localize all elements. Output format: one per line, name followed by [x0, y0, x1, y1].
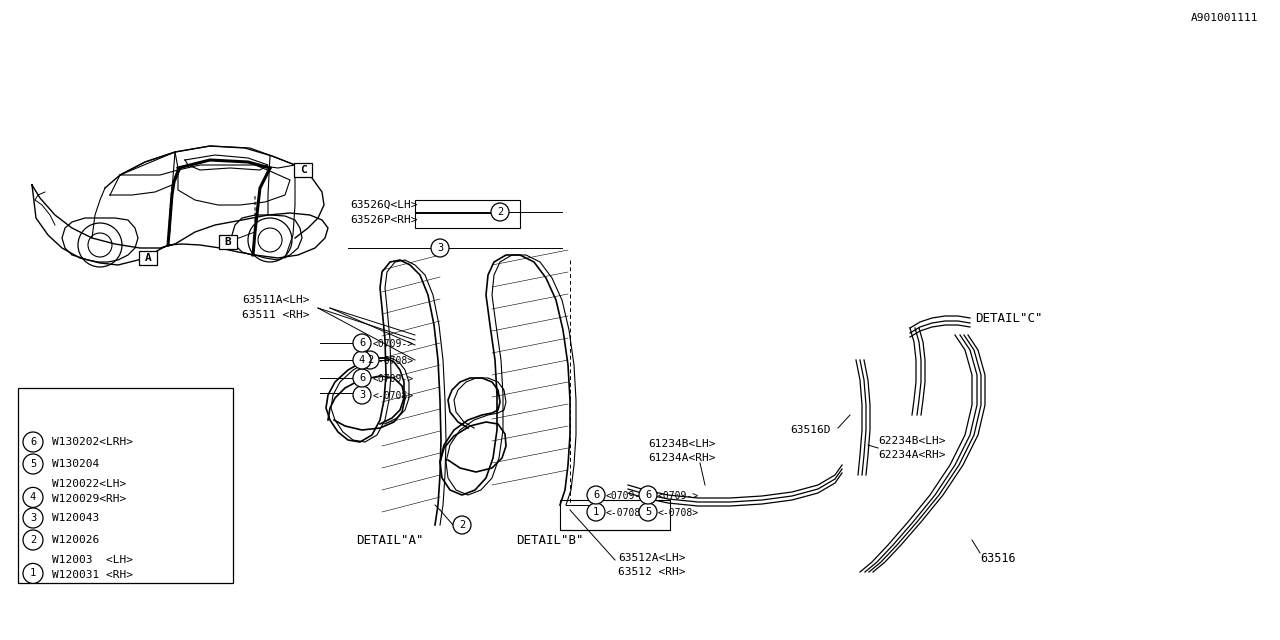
- Text: <-0708>: <-0708>: [372, 391, 415, 401]
- Circle shape: [23, 508, 44, 528]
- Circle shape: [492, 203, 509, 221]
- Text: 63516: 63516: [980, 552, 1015, 564]
- Circle shape: [23, 563, 44, 584]
- Text: 5: 5: [645, 507, 652, 517]
- Text: <-0708>: <-0708>: [372, 356, 415, 366]
- Text: 2: 2: [458, 520, 465, 530]
- Text: 4: 4: [29, 492, 36, 502]
- Text: 2: 2: [29, 535, 36, 545]
- FancyBboxPatch shape: [140, 251, 157, 265]
- Bar: [415, 200, 520, 228]
- Text: 5: 5: [29, 459, 36, 469]
- Circle shape: [353, 334, 371, 352]
- Text: 61234A<RH>: 61234A<RH>: [648, 453, 716, 463]
- Text: 63512A<LH>: 63512A<LH>: [618, 553, 686, 563]
- Text: 63516D: 63516D: [790, 425, 831, 435]
- Text: DETAIL"B": DETAIL"B": [516, 534, 584, 547]
- Circle shape: [353, 351, 371, 369]
- Text: 2: 2: [367, 355, 374, 365]
- Text: 3: 3: [29, 513, 36, 523]
- Text: 6: 6: [645, 490, 652, 500]
- Text: 1: 1: [29, 568, 36, 579]
- Circle shape: [23, 530, 44, 550]
- Text: W120031 <RH>: W120031 <RH>: [52, 570, 133, 580]
- Circle shape: [588, 486, 605, 504]
- Circle shape: [23, 488, 44, 508]
- Text: 3: 3: [358, 390, 365, 400]
- Circle shape: [248, 218, 292, 262]
- Circle shape: [361, 351, 379, 369]
- Text: 2: 2: [497, 207, 503, 217]
- Circle shape: [259, 228, 282, 252]
- Text: DETAIL"C": DETAIL"C": [975, 312, 1042, 324]
- Bar: [561, 500, 669, 530]
- Circle shape: [353, 369, 371, 387]
- Circle shape: [23, 454, 44, 474]
- Text: DETAIL"A": DETAIL"A": [356, 534, 424, 547]
- Text: W130202<LRH>: W130202<LRH>: [52, 437, 133, 447]
- Text: 63511 <RH>: 63511 <RH>: [242, 310, 310, 320]
- Circle shape: [453, 516, 471, 534]
- Text: 62234B<LH>: 62234B<LH>: [878, 436, 946, 446]
- Text: 6: 6: [358, 338, 365, 348]
- Text: 63512 <RH>: 63512 <RH>: [618, 567, 686, 577]
- Text: 1: 1: [593, 507, 599, 517]
- Text: 6: 6: [29, 437, 36, 447]
- Text: 63526Q<LH>: 63526Q<LH>: [349, 200, 417, 210]
- Text: <-0708>: <-0708>: [658, 508, 699, 518]
- Text: 4: 4: [358, 355, 365, 365]
- Text: 3: 3: [436, 243, 443, 253]
- Text: <0709->: <0709->: [658, 491, 699, 501]
- Text: W130204: W130204: [52, 459, 100, 469]
- Text: <0709->: <0709->: [372, 339, 415, 349]
- Text: <-0708>: <-0708>: [605, 508, 648, 518]
- FancyBboxPatch shape: [219, 235, 237, 249]
- Circle shape: [78, 223, 122, 267]
- Text: W120026: W120026: [52, 535, 100, 545]
- Text: W120029<RH>: W120029<RH>: [52, 494, 127, 504]
- Text: <0709->: <0709->: [372, 374, 415, 384]
- Circle shape: [23, 432, 44, 452]
- FancyBboxPatch shape: [294, 163, 312, 177]
- Text: 62234A<RH>: 62234A<RH>: [878, 450, 946, 460]
- Text: 61234B<LH>: 61234B<LH>: [648, 439, 716, 449]
- Text: C: C: [300, 165, 306, 175]
- Text: A901001111: A901001111: [1190, 13, 1258, 23]
- Text: W120022<LH>: W120022<LH>: [52, 479, 127, 489]
- Text: 6: 6: [358, 373, 365, 383]
- Text: <0709->: <0709->: [605, 491, 648, 501]
- Circle shape: [431, 239, 449, 257]
- Text: W12003  <LH>: W12003 <LH>: [52, 555, 133, 565]
- Text: A: A: [145, 253, 151, 263]
- Bar: [18, 388, 233, 583]
- Text: 63511A<LH>: 63511A<LH>: [242, 295, 310, 305]
- Text: W120043: W120043: [52, 513, 100, 523]
- Circle shape: [639, 486, 657, 504]
- Text: B: B: [224, 237, 232, 247]
- Circle shape: [588, 503, 605, 521]
- Circle shape: [88, 233, 113, 257]
- Circle shape: [353, 386, 371, 404]
- Text: 63526P<RH>: 63526P<RH>: [349, 215, 417, 225]
- Circle shape: [639, 503, 657, 521]
- Text: 6: 6: [593, 490, 599, 500]
